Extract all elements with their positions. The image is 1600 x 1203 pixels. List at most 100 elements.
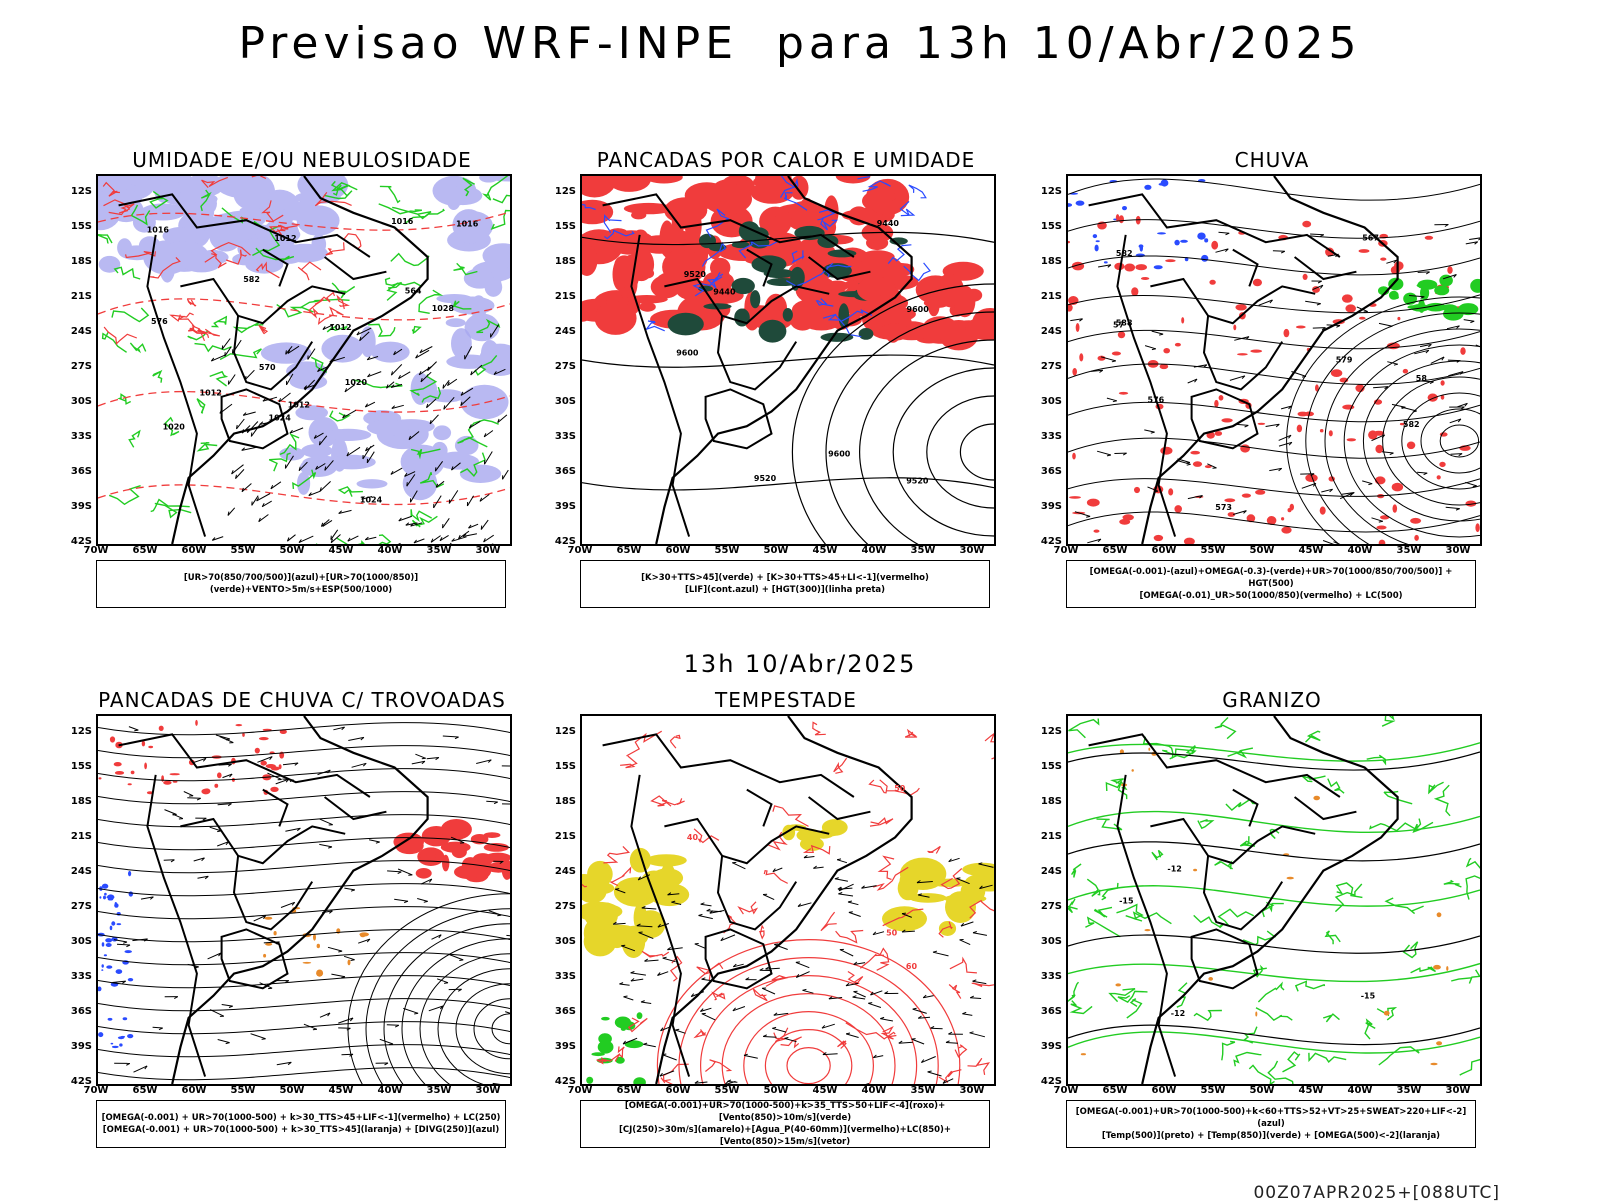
latitude-tick: 18S: [544, 256, 576, 267]
latitude-tick: 36S: [60, 466, 92, 477]
latitude-tick: 30S: [544, 936, 576, 947]
longitude-tick: 55W: [707, 545, 747, 556]
longitude-tick: 30W: [1438, 1085, 1478, 1096]
panel-legend: [K>30+TTS>45](verde) + [K>30+TTS>45+LI<-…: [580, 560, 990, 608]
latitude-tick: 27S: [1030, 901, 1062, 912]
panel-title: GRANIZO: [1066, 688, 1478, 712]
longitude-tick: 70W: [76, 545, 116, 556]
longitude-tick: 60W: [658, 545, 698, 556]
longitude-tick: 65W: [609, 1085, 649, 1096]
contour-label: 1012: [288, 400, 310, 409]
map-svg: [98, 716, 510, 1084]
longitude-tick: 45W: [321, 1085, 361, 1096]
legend-line: [UR>70(850/700/500)](azul)+[UR>70(1000/8…: [101, 572, 501, 596]
latitude-tick: 36S: [1030, 1006, 1062, 1017]
contour-label: 567: [1362, 233, 1379, 242]
contour-label: 58: [1416, 374, 1428, 383]
longitude-tick: 40W: [854, 545, 894, 556]
latitude-tick: 15S: [60, 761, 92, 772]
legend-line: [OMEGA(-0.001) + UR>70(1000-500) + k>30_…: [101, 1124, 501, 1136]
longitude-tick: 70W: [1046, 545, 1086, 556]
latitude-tick: 21S: [544, 831, 576, 842]
contour-label: 576: [1148, 396, 1165, 405]
latitude-tick: 39S: [544, 501, 576, 512]
contour-label: 1020: [345, 378, 368, 387]
longitude-tick: 70W: [560, 1085, 600, 1096]
run-info-footer: 00Z07APR2025+[088UTC]: [1220, 1183, 1500, 1203]
thunder-red-east: [393, 819, 510, 882]
legend-line: [Temp(500)](preto) + [Temp(850)](verde) …: [1071, 1130, 1471, 1142]
longitude-tick: 65W: [1095, 545, 1135, 556]
latitude-tick: 12S: [544, 186, 576, 197]
panel-title: PANCADAS POR CALOR E UMIDADE: [580, 148, 992, 172]
latitude-tick: 21S: [1030, 291, 1062, 302]
page-title: Previsao WRF-INPE para 13h 10/Abr/2025: [0, 18, 1600, 69]
latitude-tick: 18S: [60, 256, 92, 267]
contour-label: 50: [886, 929, 898, 938]
contour-label: 50: [894, 784, 906, 793]
longitude-tick: 30W: [952, 545, 992, 556]
panel-legend: [OMEGA(-0.001)-(azul)+OMEGA(-0.3)-(verde…: [1066, 560, 1476, 608]
longitude-tick: 45W: [321, 545, 361, 556]
longitude-tick: 55W: [1193, 545, 1233, 556]
contour-label: 573: [1215, 503, 1232, 512]
contour-label: 9440: [713, 287, 736, 296]
longitude-tick: 30W: [952, 1085, 992, 1096]
longitude-tick: 40W: [370, 545, 410, 556]
contour-label: 1016: [391, 217, 414, 226]
legend-line: [OMEGA(-0.001)+UR>70(1000-500)+k>35_TTS>…: [585, 1100, 985, 1124]
longitude-tick: 35W: [1389, 545, 1429, 556]
latitude-tick: 30S: [1030, 396, 1062, 407]
latitude-tick: 33S: [1030, 971, 1062, 982]
contour-label: 9600: [676, 349, 699, 358]
jet-yellow-center: [782, 819, 847, 851]
longitude-tick: 40W: [1340, 545, 1380, 556]
latitude-tick: 21S: [60, 831, 92, 842]
humidity-shading-upper: [98, 176, 348, 283]
rain-green: [1378, 275, 1480, 321]
contour-label: -15: [1119, 896, 1134, 905]
latitude-tick: 33S: [544, 431, 576, 442]
contour-label: 564: [405, 287, 422, 296]
legend-line: [OMEGA(-0.01)_UR>50(1000/850)(vermelho) …: [1071, 590, 1471, 602]
latitude-tick: 36S: [60, 1006, 92, 1017]
latitude-tick: 33S: [60, 971, 92, 982]
longitude-tick: 50W: [272, 545, 312, 556]
latitude-tick: 15S: [60, 221, 92, 232]
latitude-tick: 36S: [544, 1006, 576, 1017]
panel-legend: [OMEGA(-0.001) + UR>70(1000-500) + k>30_…: [96, 1100, 506, 1148]
longitude-tick: 40W: [370, 1085, 410, 1096]
longitude-tick: 50W: [756, 545, 796, 556]
contour-label: 576: [151, 317, 168, 326]
latitude-tick: 27S: [544, 361, 576, 372]
contour-label: 9520: [684, 270, 707, 279]
latitude-tick: 15S: [1030, 761, 1062, 772]
contour-label: 40: [687, 833, 699, 842]
longitude-tick: 60W: [174, 545, 214, 556]
streamlines: [98, 723, 510, 1080]
map-boundaries: [1089, 716, 1398, 1084]
longitude-tick: 50W: [1242, 545, 1282, 556]
contour-label: 1012: [200, 388, 222, 397]
streamline-rings: [348, 894, 510, 1084]
contour-label: 57: [1113, 320, 1124, 329]
latitude-tick: 33S: [544, 971, 576, 982]
latitude-tick: 33S: [1030, 431, 1062, 442]
longitude-tick: 45W: [1291, 1085, 1331, 1096]
contour-label: 1016: [456, 220, 479, 229]
contour-label: -15: [1361, 992, 1376, 1001]
longitude-tick: 30W: [468, 545, 508, 556]
panel-title: CHUVA: [1066, 148, 1478, 172]
legend-line: [LIF](cont.azul) + [HGT(300)](linha pret…: [585, 584, 985, 596]
latitude-tick: 24S: [544, 326, 576, 337]
latitude-tick: 27S: [60, 361, 92, 372]
latitude-tick: 12S: [544, 726, 576, 737]
contour-label: 9520: [906, 477, 929, 486]
latitude-tick: 18S: [1030, 256, 1062, 267]
